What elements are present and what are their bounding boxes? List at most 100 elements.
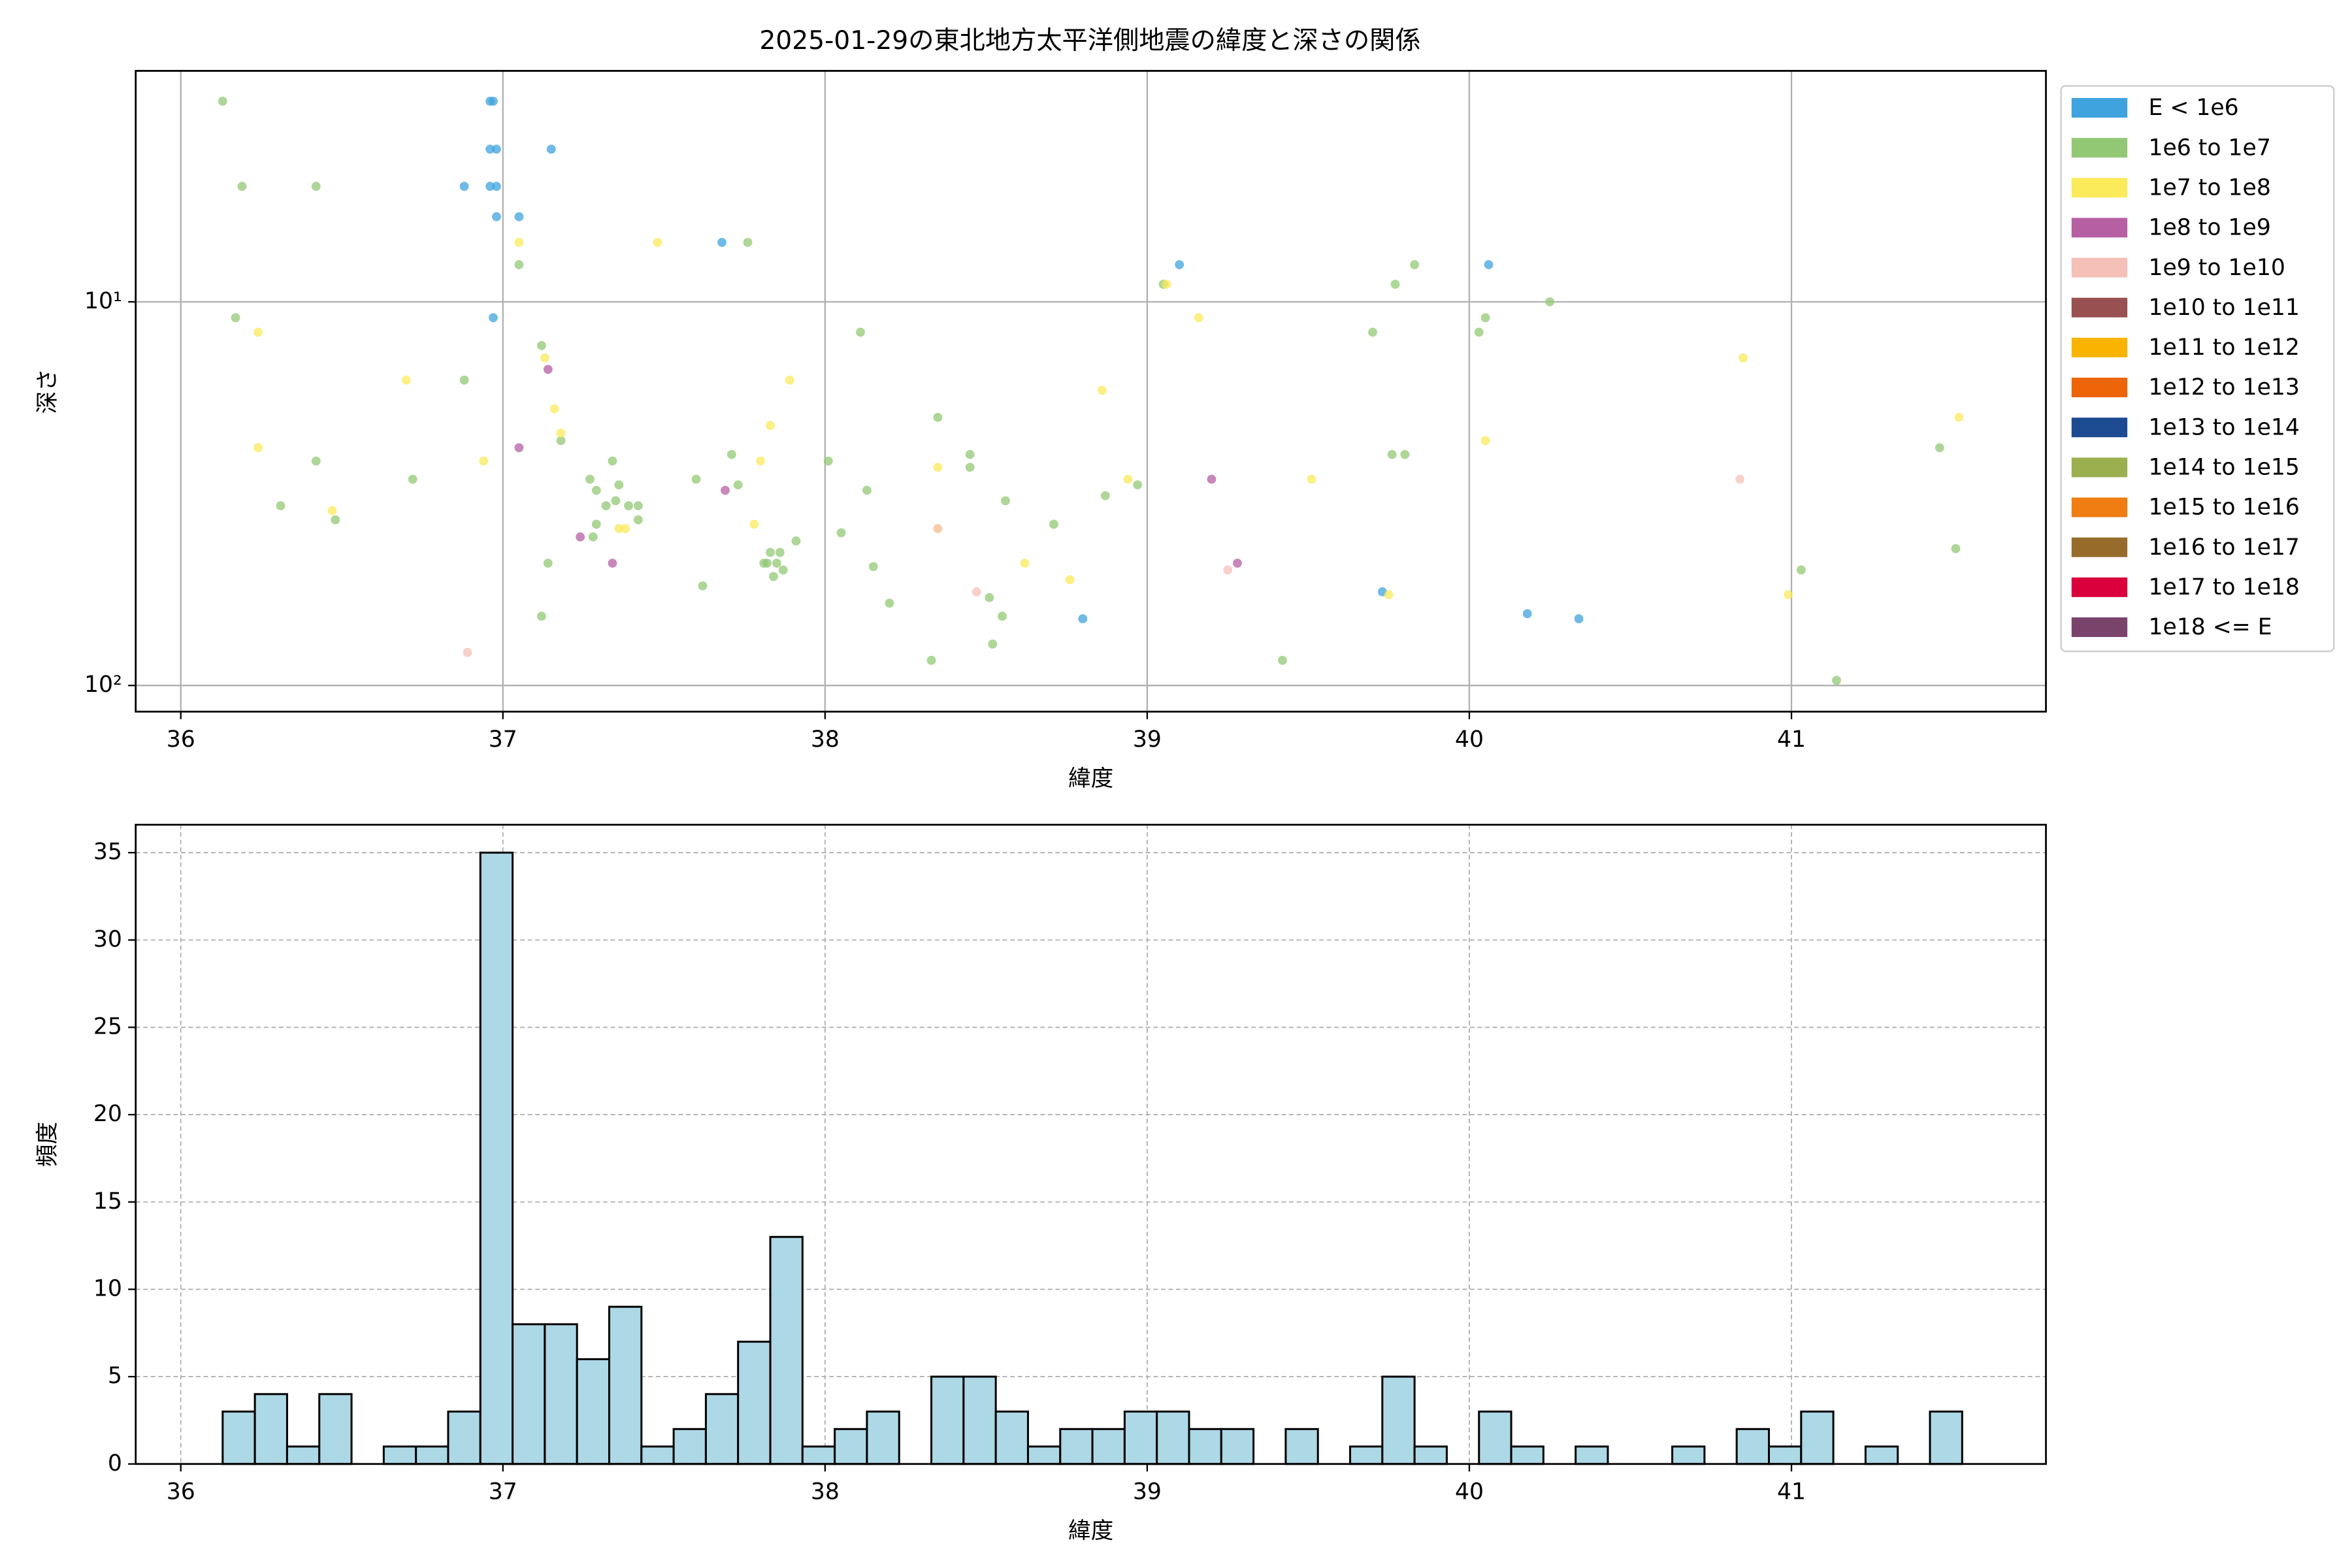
x-tick-label: 36 xyxy=(167,1479,195,1505)
point xyxy=(459,375,469,385)
point xyxy=(933,463,943,472)
x-tick-label: 40 xyxy=(1455,727,1484,753)
point xyxy=(491,144,501,154)
y-tick-label: 5 xyxy=(108,1363,122,1389)
bar xyxy=(769,1235,804,1465)
y-tick-label: 0 xyxy=(108,1450,122,1477)
point xyxy=(721,485,730,495)
point xyxy=(1954,412,1964,422)
legend-label: 1e8 to 1e9 xyxy=(2148,215,2270,241)
point xyxy=(1735,474,1745,484)
bar xyxy=(704,1393,740,1465)
y-axis-label: 深さ xyxy=(35,368,61,414)
legend-swatch xyxy=(2071,138,2128,158)
legend-swatch xyxy=(2071,218,2128,238)
plot-frame xyxy=(135,70,2047,713)
point xyxy=(1484,260,1494,270)
bar xyxy=(512,1323,546,1465)
point xyxy=(885,598,894,608)
point xyxy=(253,443,263,453)
y-tick-label: 10¹ xyxy=(84,288,122,314)
point xyxy=(836,528,846,538)
point xyxy=(1574,614,1584,623)
point xyxy=(1739,353,1748,363)
legend-label: 1e13 to 1e14 xyxy=(2148,414,2299,440)
bar xyxy=(1220,1428,1255,1465)
legend-label: E < 1e6 xyxy=(2148,95,2238,121)
point xyxy=(1100,491,1110,500)
legend-swatch xyxy=(2071,617,2128,637)
point xyxy=(766,547,775,557)
point xyxy=(965,449,975,459)
bar xyxy=(834,1428,868,1465)
point xyxy=(485,144,495,154)
point xyxy=(546,144,556,154)
x-tick-label: 39 xyxy=(1133,727,1162,753)
point xyxy=(624,501,633,510)
point xyxy=(601,501,611,510)
bar xyxy=(1349,1445,1384,1465)
point xyxy=(1387,449,1397,459)
bar xyxy=(1929,1411,1963,1465)
point xyxy=(823,456,833,466)
x-tick-label: 37 xyxy=(489,1479,517,1505)
point xyxy=(1207,474,1217,484)
bar xyxy=(1188,1428,1222,1465)
point xyxy=(1278,655,1287,665)
point xyxy=(514,443,524,453)
point xyxy=(537,612,546,621)
point xyxy=(485,182,495,191)
point xyxy=(231,313,240,323)
point xyxy=(459,182,469,191)
point xyxy=(1049,519,1058,529)
bar xyxy=(1091,1428,1126,1465)
legend-swatch xyxy=(2071,178,2128,198)
point xyxy=(933,524,943,533)
point xyxy=(868,562,878,572)
x-axis-label: 緯度 xyxy=(1068,766,1113,792)
point xyxy=(1233,559,1242,568)
point xyxy=(591,519,601,529)
x-tick-label: 36 xyxy=(167,727,195,753)
point xyxy=(972,587,981,596)
y-tick-label: 10² xyxy=(84,672,122,698)
bar xyxy=(479,851,514,1465)
legend-label: 1e7 to 1e8 xyxy=(2148,174,2270,201)
point xyxy=(766,421,775,431)
point xyxy=(856,327,866,337)
point xyxy=(463,647,472,657)
x-tick-label: 41 xyxy=(1777,727,1806,753)
bar xyxy=(608,1305,643,1465)
bar xyxy=(801,1445,836,1465)
bar xyxy=(737,1341,772,1465)
point xyxy=(1384,590,1394,600)
legend-swatch xyxy=(2071,417,2128,438)
point xyxy=(1951,544,1961,553)
bar xyxy=(1381,1375,1416,1465)
legend-swatch xyxy=(2071,537,2128,557)
point xyxy=(778,565,788,575)
chart-title: 2025-01-29の東北地方太平洋側地震の緯度と深さの関係 xyxy=(759,26,1420,56)
point xyxy=(1368,327,1377,337)
legend-box xyxy=(2060,85,2335,653)
point xyxy=(1020,559,1030,568)
bar xyxy=(962,1375,997,1465)
legend-label: 1e9 to 1e10 xyxy=(2148,255,2285,281)
point xyxy=(489,313,498,323)
point xyxy=(775,547,785,557)
point xyxy=(591,485,601,495)
point xyxy=(1078,614,1088,623)
bar xyxy=(1671,1445,1706,1465)
point xyxy=(576,532,585,542)
point xyxy=(1097,385,1107,395)
point xyxy=(537,340,546,350)
point xyxy=(717,238,727,247)
bar xyxy=(1510,1445,1544,1465)
point xyxy=(933,412,943,422)
x-tick-label: 38 xyxy=(811,727,840,753)
point xyxy=(698,581,708,591)
point xyxy=(785,375,794,385)
point xyxy=(691,474,701,484)
y-tick-label: 25 xyxy=(93,1013,122,1039)
